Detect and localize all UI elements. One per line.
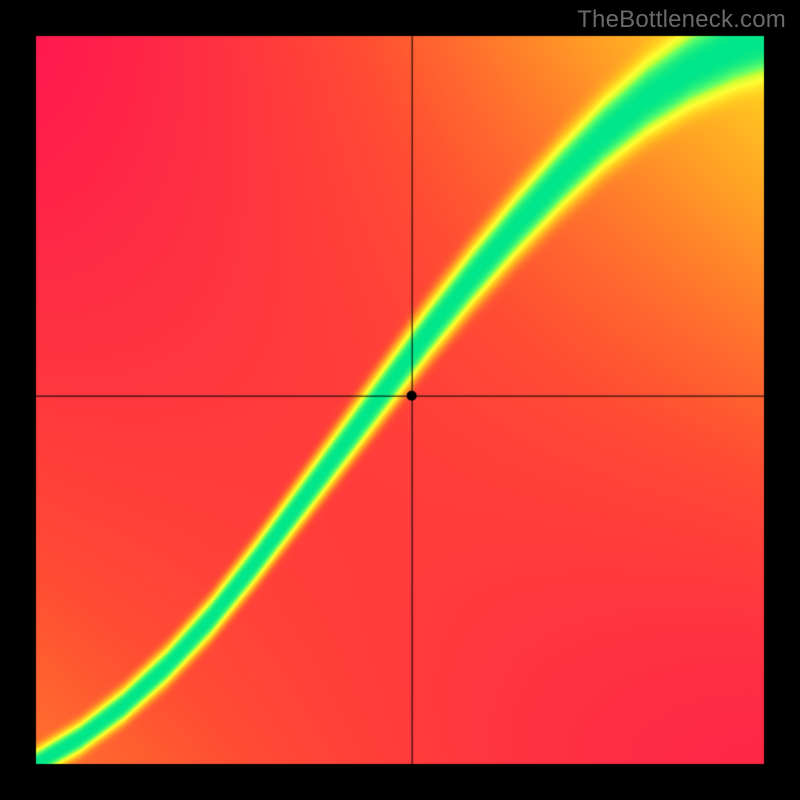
- chart-root: { "watermark": { "text": "TheBottleneck.…: [0, 0, 800, 800]
- watermark-text: TheBottleneck.com: [577, 6, 786, 34]
- bottleneck-heatmap-canvas: [0, 0, 800, 800]
